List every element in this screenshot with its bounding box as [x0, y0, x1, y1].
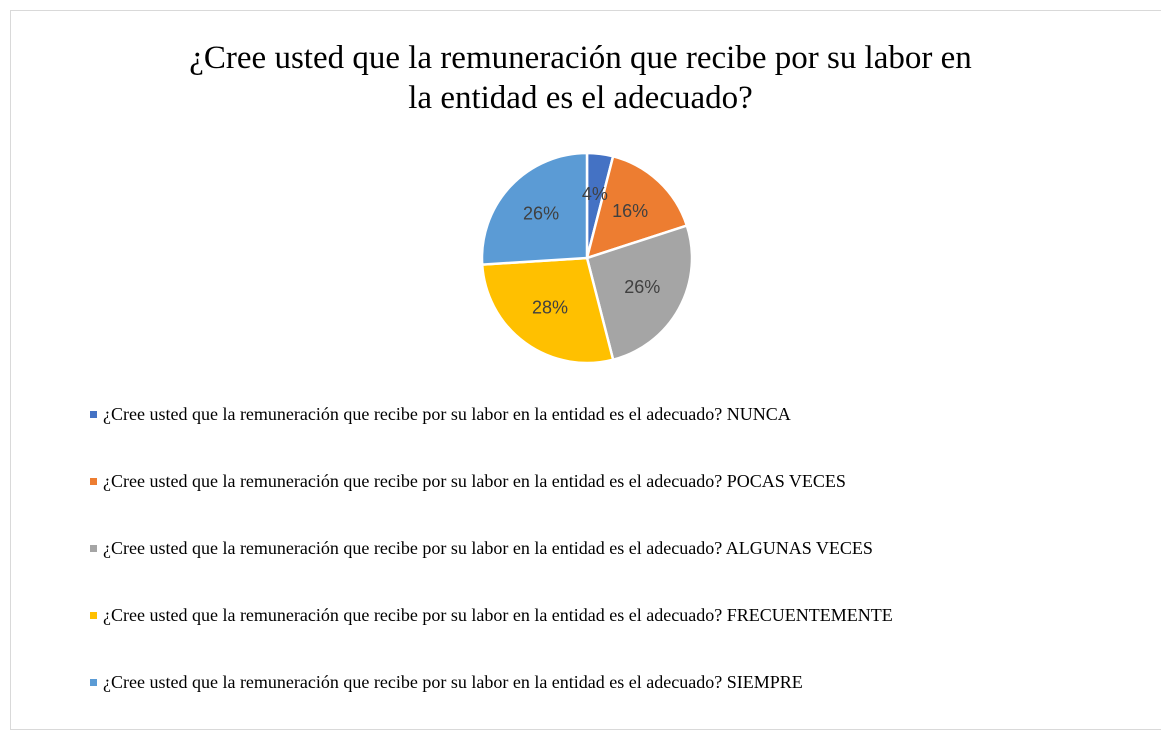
legend-label: ¿Cree usted que la remuneración que reci…: [103, 672, 803, 692]
chart: 4%16% 26% 28% 26%: [480, 151, 694, 365]
pie-slice: [585, 223, 694, 362]
pie-slice: [480, 151, 589, 266]
legend-item: ¿Cree usted que la remuneración que reci…: [90, 672, 1098, 739]
pie-slice: [480, 256, 615, 365]
legend-swatch: [90, 478, 97, 485]
data-label: 26%: [624, 277, 660, 297]
chart-title: ¿Cree usted que la remuneración que reci…: [189, 40, 972, 116]
legend-label: ¿Cree usted que la remuneración que reci…: [103, 404, 791, 424]
legend-item: ¿Cree usted que la remuneración que reci…: [90, 538, 1098, 605]
legend-item: ¿Cree usted que la remuneración que reci…: [90, 605, 1098, 672]
legend-label: ¿Cree usted que la remuneración que reci…: [103, 471, 846, 491]
legend-swatch: [90, 545, 97, 552]
legend-item: ¿Cree usted que la remuneración que reci…: [90, 471, 1098, 538]
legend-swatch: [90, 612, 97, 619]
data-label: 16%: [612, 201, 648, 221]
legend: ¿Cree usted que la remuneración que reci…: [90, 404, 1098, 739]
legend-label: ¿Cree usted que la remuneración que reci…: [103, 605, 893, 625]
page: ¿Cree usted que la remuneración que reci…: [0, 10, 1161, 730]
legend-swatch: [90, 679, 97, 686]
data-label: 4%: [582, 184, 608, 204]
chart-title-box: ¿Cree usted que la remuneración que reci…: [0, 38, 1161, 118]
legend-swatch: [90, 411, 97, 418]
legend-label: ¿Cree usted que la remuneración que reci…: [103, 538, 873, 558]
data-label: 28%: [532, 298, 568, 318]
legend-item: ¿Cree usted que la remuneración que reci…: [90, 404, 1098, 471]
data-label: 26%: [523, 204, 559, 224]
